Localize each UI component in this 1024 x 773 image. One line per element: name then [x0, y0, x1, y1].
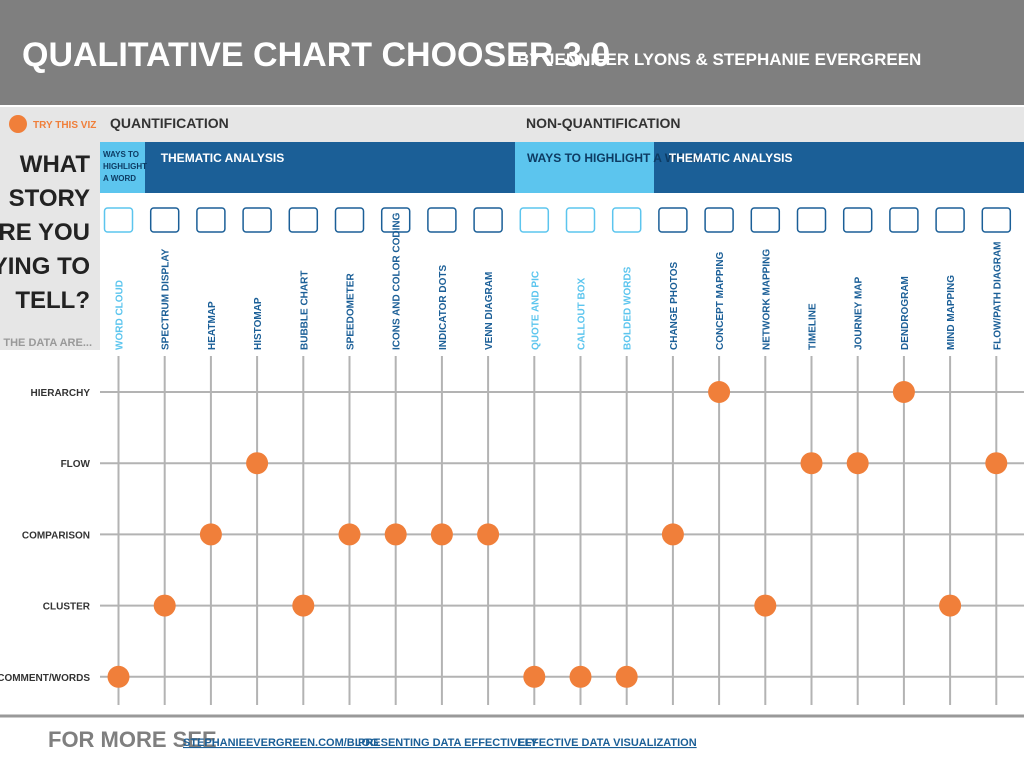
viz-icon	[565, 207, 596, 233]
viz-icon	[935, 207, 965, 233]
section-title: NON-QUANTIFICATION	[526, 115, 681, 131]
viz-icon	[611, 207, 642, 233]
footer-link: PRESENTING DATA EFFECTIVELY	[358, 737, 538, 749]
column-label: VENN DIAGRAM	[484, 272, 495, 350]
row-label: CLUSTER	[43, 602, 91, 613]
viz-dot	[199, 523, 222, 546]
viz-dot	[754, 594, 777, 617]
group-title: WAYS TO HIGHLIGHT A WORD	[527, 151, 703, 165]
icon-row	[103, 207, 1012, 233]
column-label: WORD CLOUD	[115, 280, 126, 350]
column-label: NETWORK MAPPING	[761, 249, 772, 350]
group-title: THEMATIC ANALYSIS	[161, 151, 285, 165]
column-label: TIMELINE	[808, 303, 819, 350]
legend-label: TRY THIS VIZ	[33, 120, 96, 131]
viz-dot	[430, 523, 453, 546]
viz-icon	[473, 207, 503, 233]
viz-dot	[800, 452, 823, 475]
column-label: CALLOUT BOX	[577, 277, 588, 350]
question-line: STORY	[9, 185, 90, 212]
column-label: HEATMAP	[207, 301, 218, 350]
viz-dot	[153, 594, 176, 617]
row-label: HIERARCHY	[31, 388, 91, 399]
group-title: WAYS TO HIGHLIGHT A WORD	[103, 150, 147, 183]
viz-dot	[523, 665, 546, 688]
viz-dot	[892, 381, 915, 403]
viz-dot	[661, 523, 684, 546]
legend-dot	[9, 115, 27, 133]
viz-icon	[981, 207, 1012, 233]
row-label: COMMENT/WORDS	[0, 673, 90, 684]
row-label: FLOW	[61, 459, 91, 470]
viz-dot	[384, 523, 407, 546]
question-line: TRYING TO	[0, 253, 90, 280]
column-label: ICONS AND COLOR CODING	[392, 212, 403, 350]
viz-icon	[796, 207, 827, 233]
viz-dot	[985, 452, 1008, 475]
viz-icon	[427, 207, 457, 233]
viz-icon	[149, 207, 180, 233]
viz-dot	[615, 665, 638, 688]
viz-icon	[288, 207, 319, 233]
column-label: SPEEDOMETER	[346, 273, 357, 350]
viz-icon	[519, 207, 550, 233]
section-title: QUANTIFICATION	[110, 115, 229, 131]
column-label: BOLDED WORDS	[623, 266, 634, 350]
viz-dot	[338, 523, 361, 546]
column-label: BUBBLE CHART	[299, 271, 310, 350]
question-box	[0, 142, 100, 350]
footer-lead: FOR MORE SEE	[48, 727, 217, 752]
question-line: ARE YOU	[0, 219, 90, 246]
viz-dot	[107, 665, 130, 688]
question-line: WHAT	[20, 151, 91, 178]
viz-icon	[196, 207, 226, 233]
viz-dot	[708, 381, 731, 403]
column-label: DENDROGRAM	[900, 276, 911, 350]
viz-dot	[292, 594, 315, 617]
data-are-label: THE DATA ARE...	[3, 337, 92, 349]
header-band	[0, 0, 1024, 105]
column-label: MIND MAPPING	[946, 275, 957, 350]
column-label: HISTOMAP	[253, 297, 264, 350]
footer-link: EFFECTIVE DATA VISUALIZATION	[518, 737, 697, 749]
viz-icon	[242, 207, 272, 233]
subtitle: BY JENNIFER LYONS & STEPHANIE EVERGREEN	[517, 50, 921, 69]
section-strip	[0, 107, 1024, 142]
viz-dot	[569, 665, 592, 688]
column-label: CONCEPT MAPPING	[715, 251, 726, 350]
viz-dot	[939, 594, 962, 617]
column-label: JOURNEY MAP	[854, 277, 865, 350]
question-line: TELL?	[15, 287, 90, 314]
viz-icon	[750, 207, 781, 233]
footer-link: STEPHANIEEVERGREEN.COM/BLOG	[183, 737, 379, 749]
viz-icon	[380, 207, 411, 233]
viz-icon	[704, 207, 734, 233]
viz-dot	[846, 452, 869, 475]
viz-icon	[334, 207, 365, 233]
word-band	[515, 142, 654, 193]
row-label: COMPARISON	[22, 530, 90, 541]
title: QUALITATIVE CHART CHOOSER 3.0	[22, 36, 610, 74]
viz-dot	[246, 452, 269, 475]
column-label: QUOTE AND PIC	[530, 271, 541, 350]
viz-dot	[477, 523, 500, 546]
column-label: SPECTRUM DISPLAY	[161, 248, 172, 350]
column-label: INDICATOR DOTS	[438, 264, 449, 350]
column-label: FLOW/PATH DIAGRAM	[992, 241, 1003, 350]
viz-icon	[889, 207, 919, 233]
group-title: THEMATIC ANALYSIS	[669, 151, 793, 165]
viz-icon	[842, 207, 873, 233]
word-band	[100, 142, 145, 193]
column-label: CHANGE PHOTOS	[669, 262, 680, 350]
viz-icon	[658, 207, 688, 233]
viz-icon	[103, 207, 134, 233]
